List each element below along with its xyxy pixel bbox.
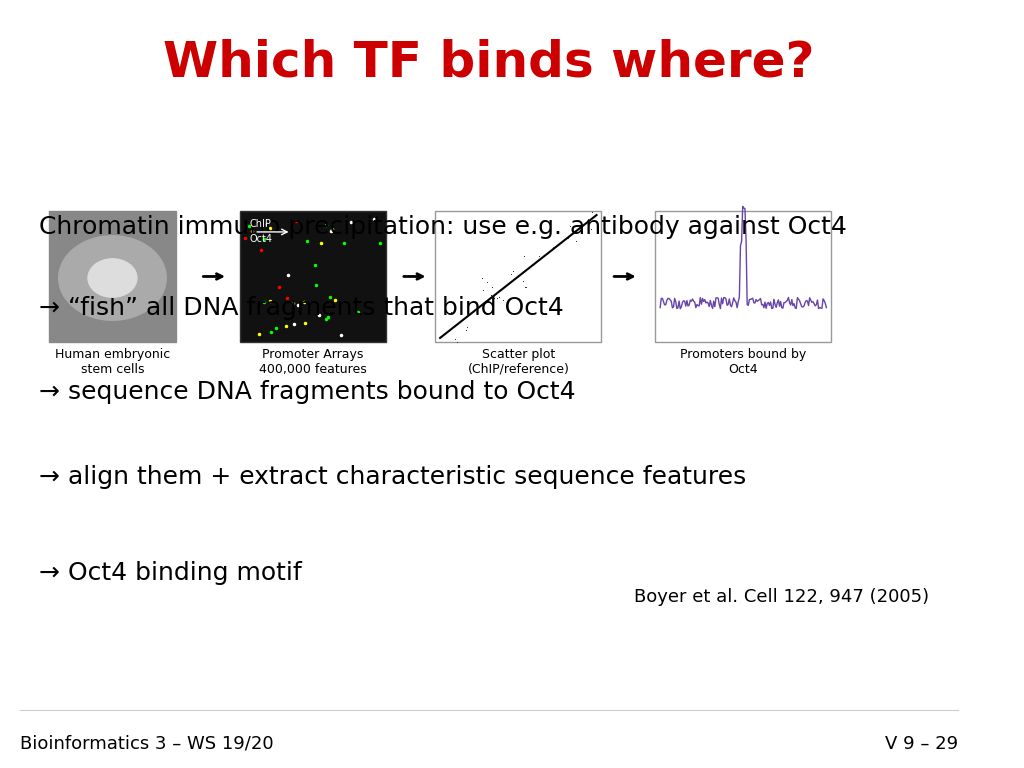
- Circle shape: [58, 236, 166, 320]
- Text: → Oct4 binding motif: → Oct4 binding motif: [39, 561, 302, 584]
- Text: V 9 – 29: V 9 – 29: [886, 735, 958, 753]
- FancyBboxPatch shape: [655, 211, 831, 342]
- Text: Promoter Arrays
400,000 features: Promoter Arrays 400,000 features: [259, 348, 367, 376]
- Circle shape: [88, 259, 137, 297]
- Text: Boyer et al. Cell 122, 947 (2005): Boyer et al. Cell 122, 947 (2005): [634, 588, 929, 605]
- FancyBboxPatch shape: [49, 211, 176, 342]
- Text: → “fish” all DNA fragments that bind Oct4: → “fish” all DNA fragments that bind Oct…: [39, 296, 564, 319]
- Text: → align them + extract characteristic sequence features: → align them + extract characteristic se…: [39, 465, 746, 488]
- FancyBboxPatch shape: [240, 211, 386, 342]
- FancyBboxPatch shape: [435, 211, 601, 342]
- Text: Oct4: Oct4: [250, 234, 272, 244]
- Text: Promoters bound by
Oct4: Promoters bound by Oct4: [680, 348, 806, 376]
- Text: Scatter plot
(ChIP/reference): Scatter plot (ChIP/reference): [467, 348, 569, 376]
- Text: ChIP: ChIP: [250, 219, 271, 229]
- Text: Which TF binds where?: Which TF binds where?: [163, 38, 815, 87]
- Text: Human embryonic
stem cells: Human embryonic stem cells: [55, 348, 170, 376]
- Text: → sequence DNA fragments bound to Oct4: → sequence DNA fragments bound to Oct4: [39, 380, 575, 404]
- Text: Chromatin immuno precipitation: use e.g. antibody against Oct4: Chromatin immuno precipitation: use e.g.…: [39, 215, 847, 239]
- Text: Bioinformatics 3 – WS 19/20: Bioinformatics 3 – WS 19/20: [19, 735, 273, 753]
